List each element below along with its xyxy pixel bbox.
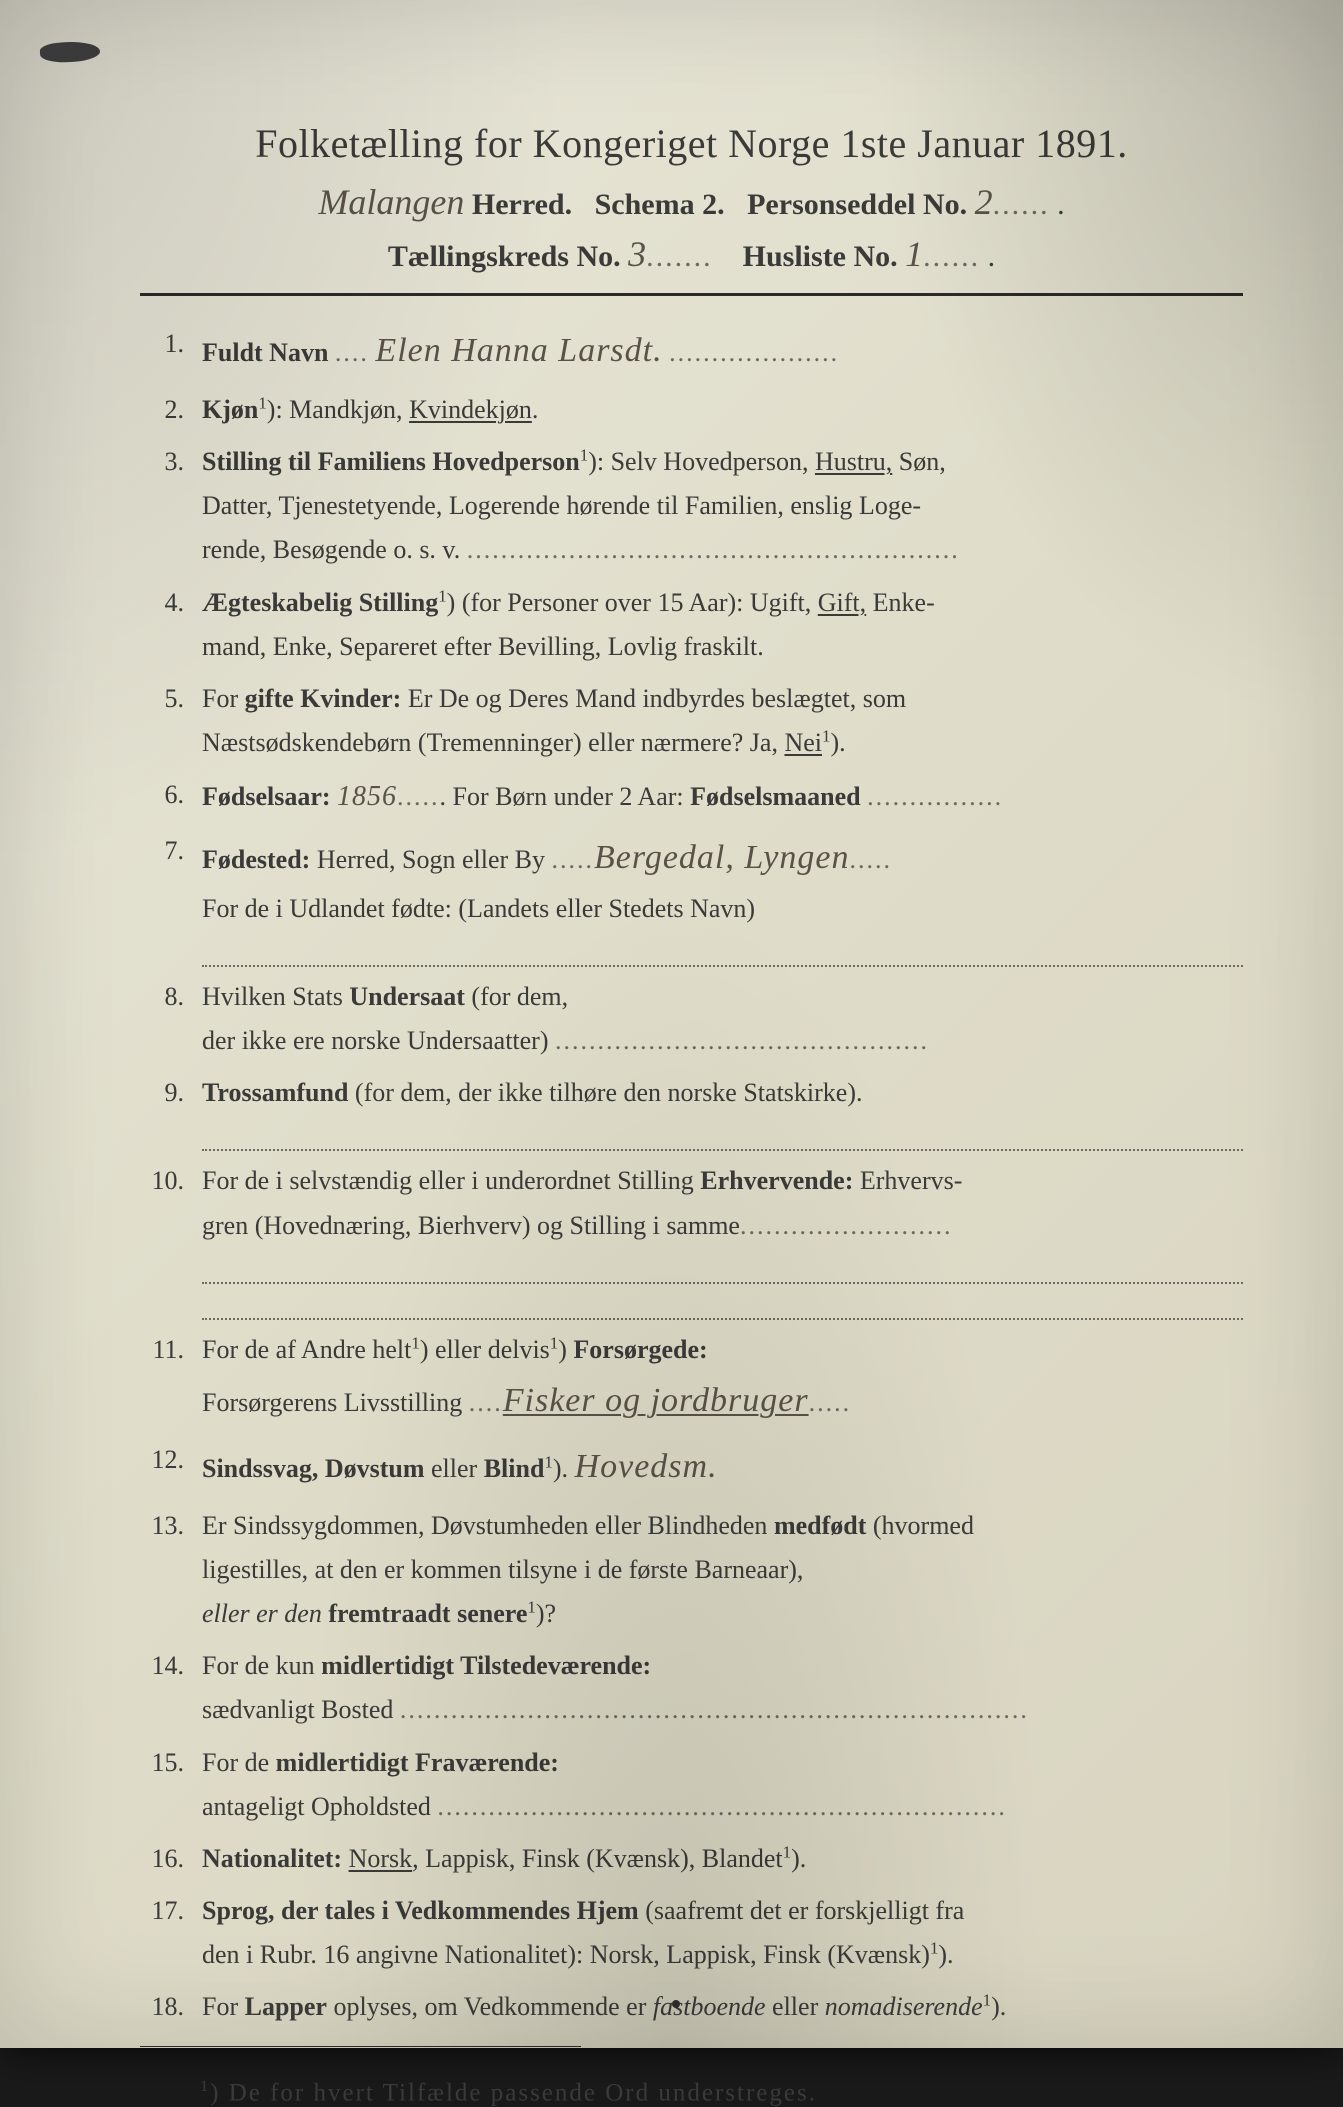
item-17: 17. Sprog, der tales i Vedkommendes Hjem… [140, 1889, 1243, 1977]
item-number: 2. [140, 388, 202, 432]
item-number: 16. [140, 1837, 202, 1881]
form-header: Folketælling for Kongeriget Norge 1ste J… [140, 120, 1243, 275]
dotted-blank-row [202, 1292, 1243, 1320]
dotted-blank-row [202, 939, 1243, 967]
header-line-2: Malangen Herred. Schema 2. Personseddel … [140, 181, 1243, 223]
item-15: 15. For de midlertidigt Fraværende: anta… [140, 1741, 1243, 1829]
item-number: 8. [140, 975, 202, 1063]
item-12: 12. Sindssvag, Døvstum eller Blind1). Ho… [140, 1438, 1243, 1496]
field-label: gifte Kvinder: [245, 684, 402, 713]
form-title: Folketælling for Kongeriget Norge 1ste J… [140, 120, 1243, 167]
item-number: 6. [140, 773, 202, 821]
field-label: Sindssvag, Døvstum [202, 1454, 425, 1483]
header-line-3: Tællingskreds No. 3....... Husliste No. … [140, 233, 1243, 275]
field-label: Ægteskabelig Stilling [202, 588, 438, 617]
provider-occupation-value: Fisker og jordbruger [503, 1382, 809, 1419]
field-label: Erhvervende: [700, 1166, 853, 1195]
item-number: 3. [140, 440, 202, 573]
item-10: 10. For de i selvstændig eller i underor… [140, 1159, 1243, 1247]
field-label: Lapper [245, 1992, 327, 2021]
field-label: Sprog, der tales i Vedkommendes Hjem [202, 1896, 639, 1925]
selected-option: Hustru, [815, 447, 892, 476]
dotted-blank-row [202, 1256, 1243, 1284]
field-label: Fødselsaar: [202, 782, 331, 811]
husliste-no: 1 [905, 234, 923, 274]
paper-tear [40, 40, 101, 63]
item-number: 7. [140, 829, 202, 931]
item-18: 18. For Lapper oplyses, om Vedkommende e… [140, 1985, 1243, 2029]
selected-option: Gift, [818, 588, 866, 617]
item-16: 16. Nationalitet: Norsk, Lappisk, Finsk … [140, 1837, 1243, 1881]
item-number: 15. [140, 1741, 202, 1829]
field-label: Kjøn [202, 395, 258, 424]
selected-option: Nei [784, 728, 822, 757]
item-13: 13. Er Sindssygdommen, Døvstumheden elle… [140, 1504, 1243, 1637]
field-label: midlertidigt Fraværende: [276, 1748, 559, 1777]
item-number: 1. [140, 322, 202, 380]
item-number: 12. [140, 1438, 202, 1496]
field-label: Nationalitet: [202, 1844, 342, 1873]
birth-year-value: 1856 [337, 781, 397, 812]
husliste-label: Husliste No. [743, 240, 898, 273]
item-number: 10. [140, 1159, 202, 1247]
selected-option: Norsk [349, 1844, 413, 1873]
disability-value: Hovedsm. [575, 1448, 718, 1485]
item-number: 18. [140, 1985, 202, 2029]
herred-label: Herred. [472, 188, 572, 221]
field-label: Forsørgede: [573, 1335, 707, 1364]
item-number: 13. [140, 1504, 202, 1637]
item-11: 11. For de af Andre helt1) eller delvis1… [140, 1328, 1243, 1430]
birthplace-value: Bergedal, Lyngen [594, 839, 849, 876]
item-number: 11. [140, 1328, 202, 1430]
item-7: 7. Fødested: Herred, Sogn eller By .....… [140, 829, 1243, 931]
item-14: 14. For de kun midlertidigt Tilstedevære… [140, 1644, 1243, 1732]
item-4: 4. Ægteskabelig Stilling1) (for Personer… [140, 581, 1243, 669]
item-5: 5. For gifte Kvinder: Er De og Deres Man… [140, 677, 1243, 765]
item-3: 3. Stilling til Familiens Hovedperson1):… [140, 440, 1243, 573]
item-number: 17. [140, 1889, 202, 1977]
selected-option: Kvindekjøn [409, 395, 532, 424]
item-number: 5. [140, 677, 202, 765]
item-1: 1. Fuldt Navn .... Elen Hanna Larsdt. ..… [140, 322, 1243, 380]
item-8: 8. Hvilken Stats Undersaat (for dem, der… [140, 975, 1243, 1063]
field-label: Undersaat [349, 982, 465, 1011]
census-form-page: Folketælling for Kongeriget Norge 1ste J… [0, 0, 1343, 2048]
field-label: midlertidigt Tilstedeværende: [321, 1651, 651, 1680]
footnote-rule [140, 2046, 581, 2047]
full-name-value: Elen Hanna Larsdt. [375, 332, 662, 369]
field-label: Trossamfund [202, 1078, 348, 1107]
footnote: 1) De for hvert Tilfælde passende Ord un… [140, 2077, 1243, 2107]
header-rule [140, 293, 1243, 296]
personseddel-no: 2 [975, 182, 993, 222]
kreds-no: 3 [628, 234, 646, 274]
dotted-blank-row [202, 1123, 1243, 1151]
personseddel-label: Personseddel No. [747, 188, 967, 221]
field-label: Stilling til Familiens Hovedperson [202, 447, 580, 476]
item-9: 9. Trossamfund (for dem, der ikke tilhør… [140, 1071, 1243, 1115]
item-number: 4. [140, 581, 202, 669]
kreds-label: Tællingskreds No. [388, 240, 621, 273]
ink-speck [672, 2000, 680, 2008]
item-number: 9. [140, 1071, 202, 1115]
item-2: 2. Kjøn1): Mandkjøn, Kvindekjøn. [140, 388, 1243, 432]
field-label: Fuldt Navn [202, 338, 328, 367]
schema-label: Schema 2. [595, 188, 725, 221]
item-6: 6. Fødselsaar: 1856...... For Børn under… [140, 773, 1243, 821]
field-label: Fødested: [202, 845, 310, 874]
herred-value: Malangen [318, 182, 464, 222]
items-list: 1. Fuldt Navn .... Elen Hanna Larsdt. ..… [140, 322, 1243, 2030]
item-number: 14. [140, 1644, 202, 1732]
